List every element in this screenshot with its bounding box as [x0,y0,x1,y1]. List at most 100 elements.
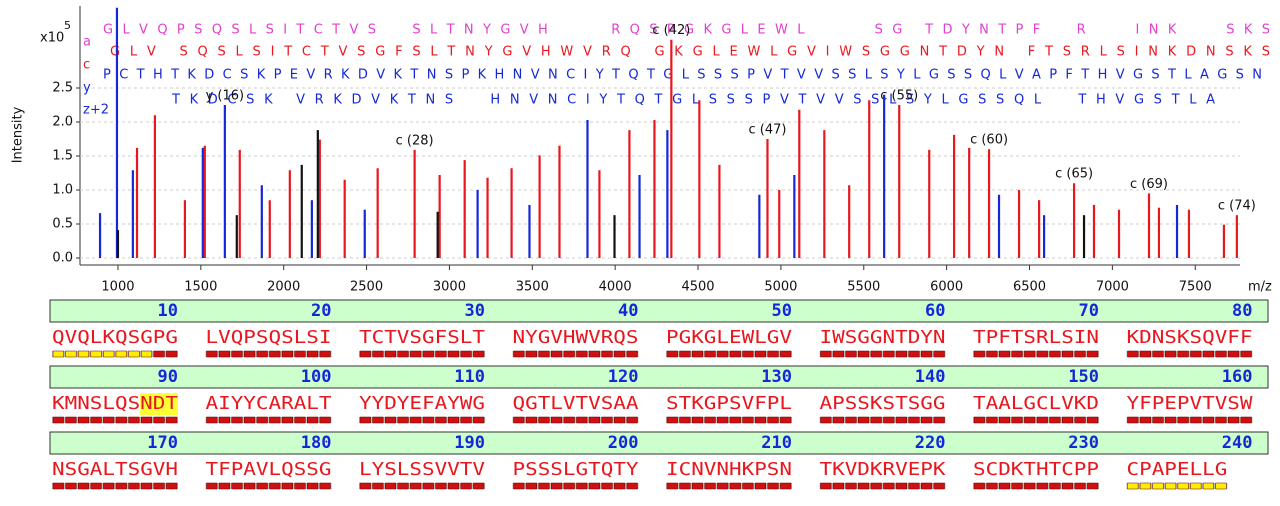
coverage-bar [460,416,472,424]
coverage-bar [244,416,256,424]
coverage-bar [998,350,1011,358]
coverage-bar [513,350,525,358]
position-number: 150 [1068,367,1099,387]
coverage-bar [140,350,153,358]
peak-label: c (65) [1055,167,1093,182]
coverage-bar [1011,350,1023,358]
coverage-bar [921,416,933,424]
coverage-bar [883,350,895,358]
coverage-bar [447,482,460,490]
sequence-block: AIYYCARALT [206,393,332,414]
coverage-bar [256,482,268,490]
coverage-bar [1165,350,1177,358]
coverage-bar [704,416,716,424]
coverage-bar [281,416,293,424]
sequence-block: QVQLKQSGPG [52,327,178,348]
coverage-bar [359,350,371,358]
coverage-bar [820,416,832,424]
fragment-ladder: G L V S Q S L S I T C T V S G F S L T N … [110,45,1270,60]
coverage-bar [973,416,985,424]
coverage-bar [729,416,741,424]
coverage-bar [1087,350,1099,358]
sequence-block: TCTVSGFSLT [359,327,485,348]
coverage-bar [90,416,102,424]
coverage-bar [1036,482,1048,490]
coverage-bar [679,482,691,490]
coverage-bar [820,350,832,358]
position-number: 180 [301,433,332,453]
coverage-bar [1049,350,1061,358]
coverage-bar [754,482,767,490]
coverage-bar [153,416,165,424]
peak-label: c (55) [880,89,918,104]
coverage-bar [908,482,920,490]
position-header [49,299,1269,323]
coverage-bar [1139,416,1151,424]
coverage-bar [319,416,331,424]
y-tick-label: 0.0 [52,251,73,266]
coverage-bg [1126,351,1253,357]
coverage-bg [512,483,639,489]
coverage-bar [780,416,792,424]
coverage-bar [1228,416,1240,424]
coverage-bar [973,350,985,358]
coverage-bg [666,417,792,423]
peak-label: c (47) [748,123,786,138]
coverage-bar [588,350,600,358]
coverage-bar [1036,350,1048,358]
y-scale: x10 [40,31,64,46]
position-header [49,365,1269,389]
coverage-bar [845,416,857,424]
sequence-block: TKVDKRVEPK [820,459,946,480]
sequence-block: YYDYEFAYWG [359,393,485,414]
coverage-bar [704,482,716,490]
x-axis-label: m/z [1248,280,1272,295]
coverage-bar [858,350,870,358]
coverage-bar [244,350,256,358]
coverage-bar [1127,350,1139,358]
coverage-bar [1177,350,1189,358]
coverage-bar [717,482,729,490]
coverage-bar [933,416,945,424]
highlight [140,393,178,415]
coverage-bar [410,350,422,358]
position-number: 90 [158,367,178,387]
coverage-bar [206,416,218,424]
coverage-bar [52,482,64,490]
coverage-bar [65,350,77,358]
coverage-bar [1061,416,1074,424]
coverage-bar [384,416,397,424]
coverage-bar [1152,416,1164,424]
sequence-block: LVQPSQSLSI [206,327,332,348]
position-number: 240 [1222,433,1253,453]
coverage-bar [691,350,704,358]
coverage-bar [1087,482,1099,490]
coverage-bar [525,350,537,358]
sequence-block: NSGALTSGVH [52,459,178,480]
position-number: 210 [761,433,792,453]
coverage-bar [666,416,678,424]
coverage-bar [538,482,550,490]
position-number: 200 [608,433,639,453]
coverage-bar [563,482,575,490]
coverage-bar [986,482,998,490]
peak-label: c (74) [1218,199,1256,214]
position-number: 20 [311,301,331,321]
coverage-bg [666,351,792,357]
coverage-bar [908,350,920,358]
coverage-bar [1074,482,1086,490]
coverage-bar [754,350,767,358]
coverage-bar [397,350,409,358]
coverage-bar [729,482,741,490]
ion-type: y [83,81,91,96]
coverage-bar [77,416,90,424]
ion-type: z+2 [83,103,109,118]
coverage-bar [307,350,319,358]
coverage-bar [1049,482,1061,490]
coverage-bar [281,482,293,490]
coverage-bar [1190,350,1202,358]
position-header [49,431,1269,455]
coverage-bar [551,416,563,424]
coverage-bar [359,416,371,424]
coverage-bar [870,416,882,424]
